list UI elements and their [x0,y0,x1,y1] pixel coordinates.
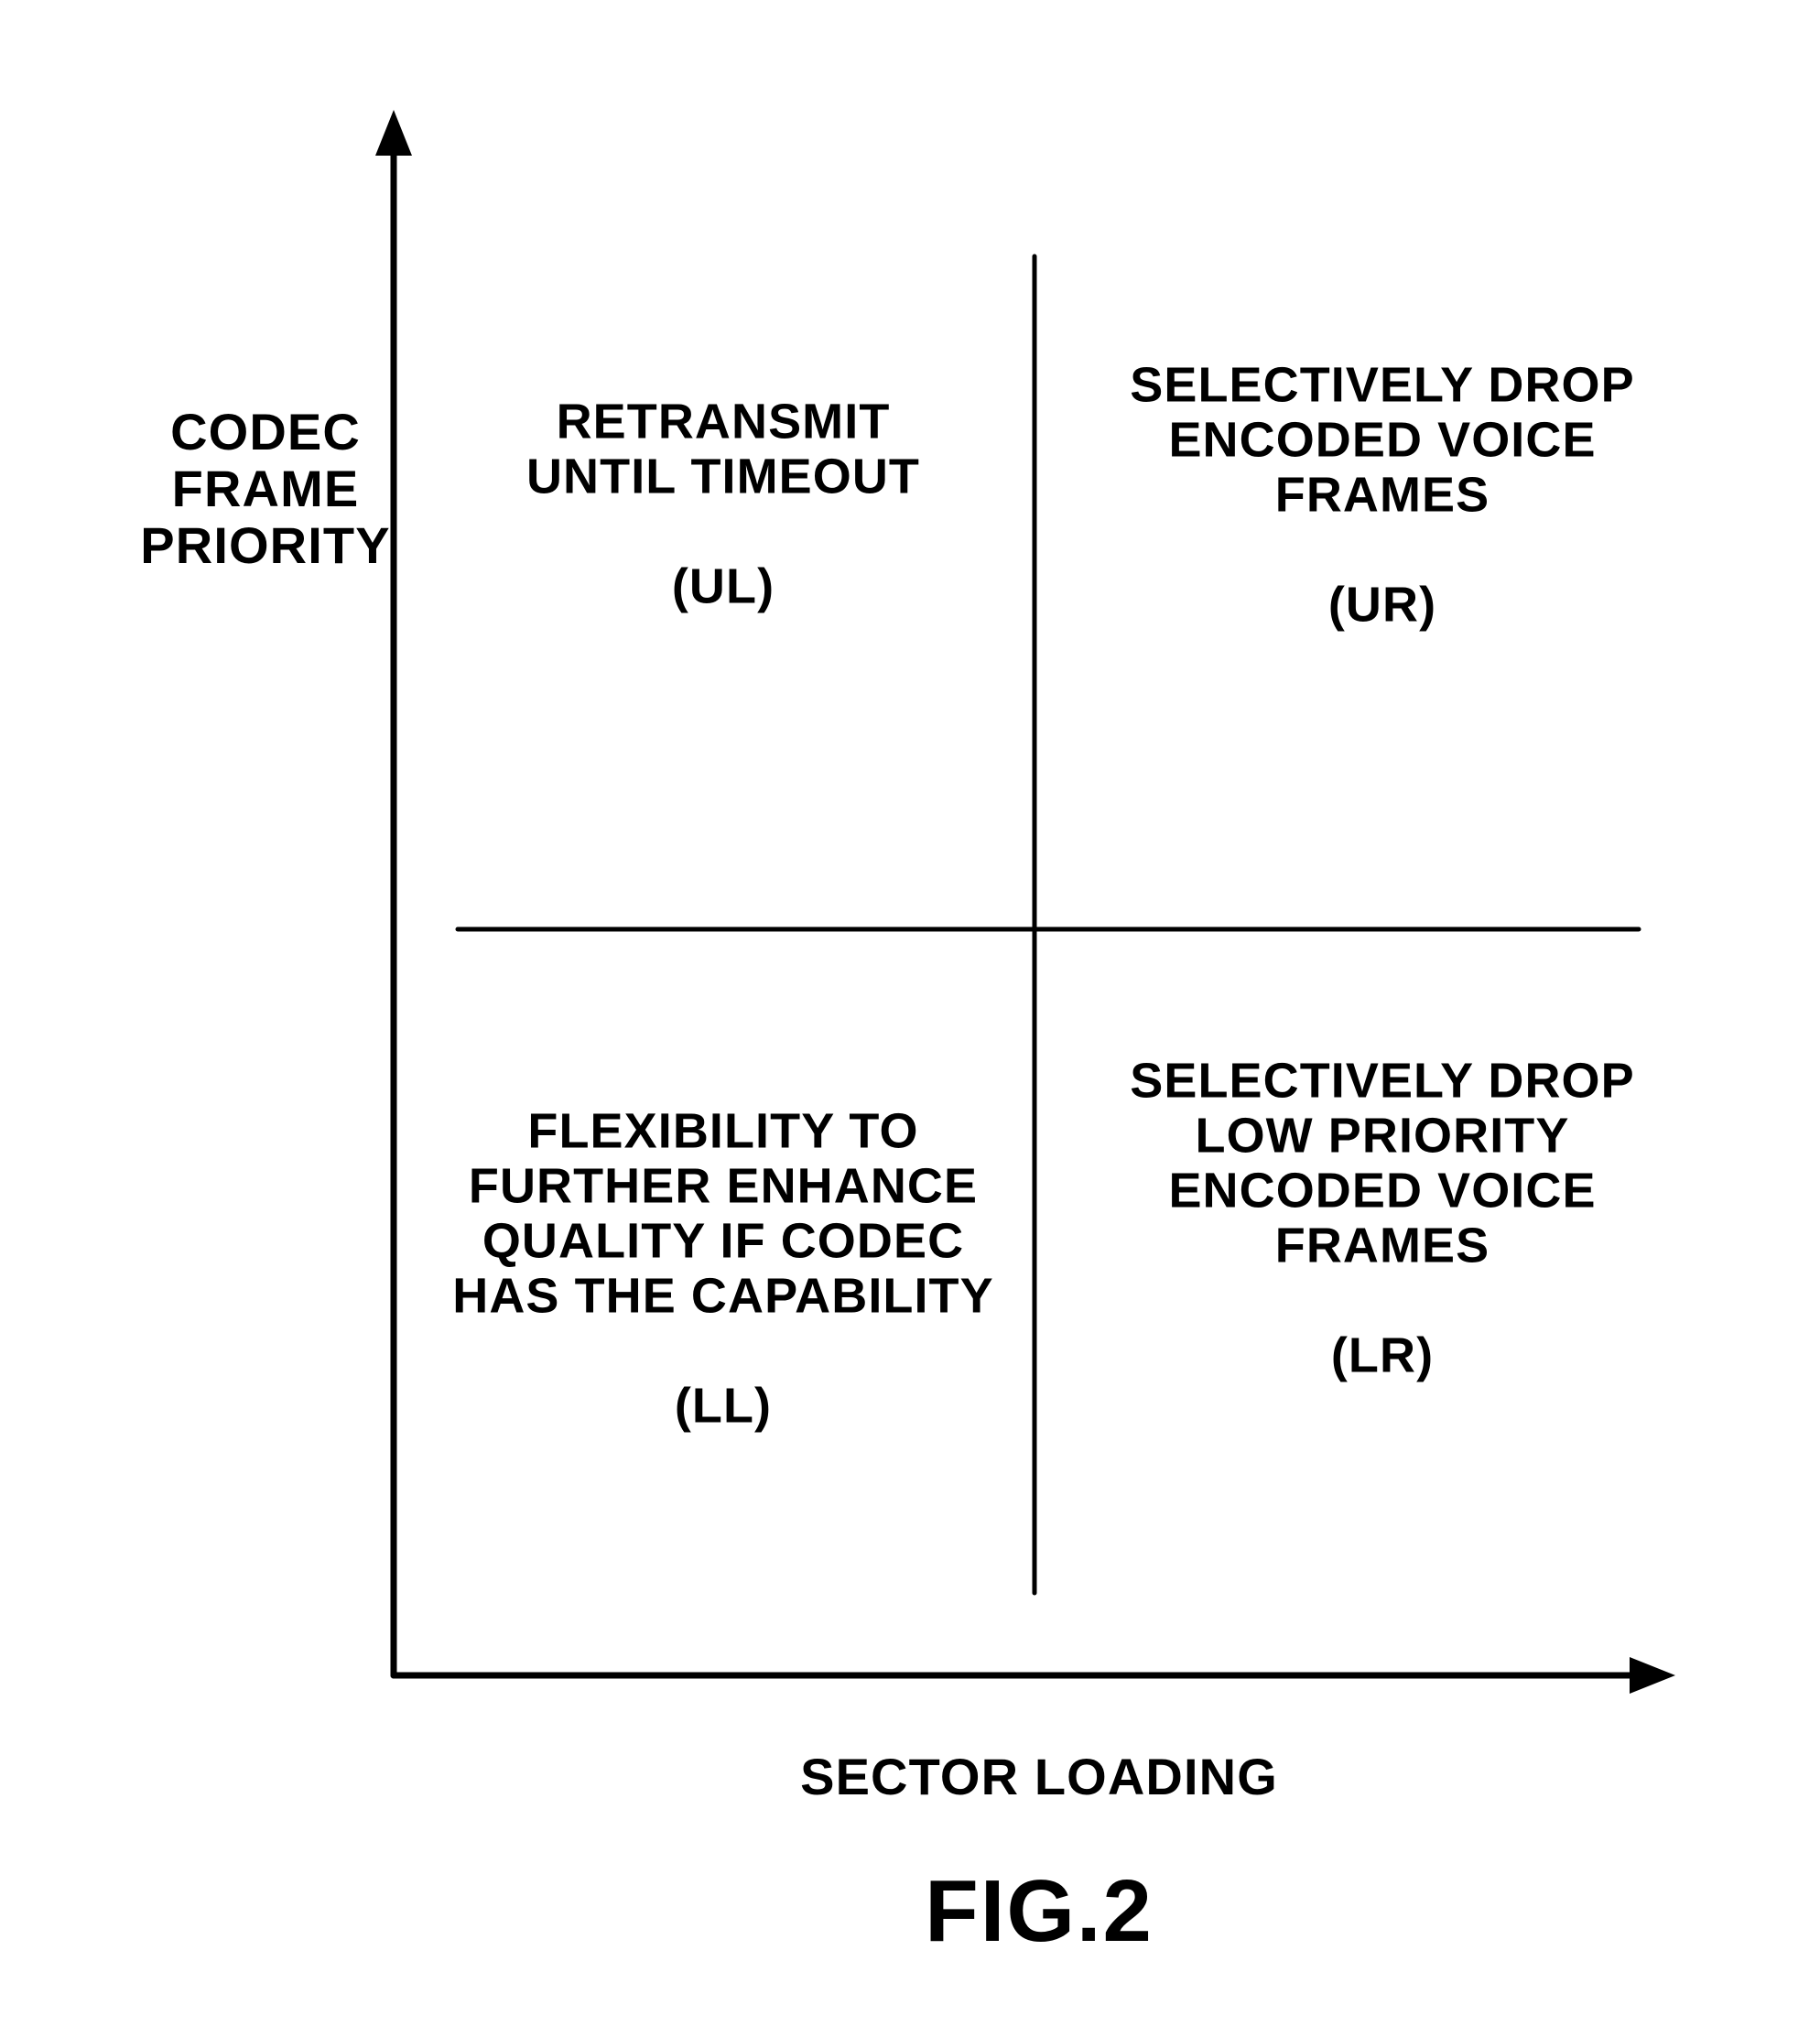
y-axis-label: PRIORITY [140,516,390,574]
quadrant-LR-text: FRAMES [1275,1218,1490,1273]
figure-caption: FIG.2 [925,1862,1154,1960]
y-axis-label: CODEC [170,403,361,460]
quadrant-LL-code: (LL) [675,1378,772,1433]
quadrant-LR-text: ENCODED VOICE [1168,1163,1596,1218]
y-axis-label: FRAME [172,460,360,517]
diagram-canvas: CODECFRAMEPRIORITY SECTOR LOADING RETRANSM… [0,0,1820,2026]
x-axis-label: SECTOR LOADING [800,1748,1278,1805]
quadrant-UR-text: ENCODED VOICE [1168,412,1596,467]
quadrant-LL-text: HAS THE CAPABILITY [452,1268,993,1323]
quadrant-LR-text: LOW PRIORITY [1196,1108,1570,1163]
quadrant-UL-text: UNTIL TIMEOUT [526,449,920,504]
quadrant-UL-text: RETRANSMIT [557,394,891,449]
background [0,0,1820,2026]
quadrant-LR-code: (LR) [1331,1327,1434,1382]
quadrant-UR-text: FRAMES [1275,467,1490,522]
quadrant-LL-text: QUALITY IF CODEC [482,1213,964,1268]
quadrant-UR-text: SELECTIVELY DROP [1130,357,1634,412]
quadrant-LL-text: FURTHER ENHANCE [469,1158,978,1213]
quadrant-UR-code: (UR) [1328,577,1436,632]
quadrant-LL-text: FLEXIBILITY TO [527,1103,918,1158]
quadrant-UL-code: (UL) [672,558,775,613]
quadrant-LR-text: SELECTIVELY DROP [1130,1053,1634,1108]
